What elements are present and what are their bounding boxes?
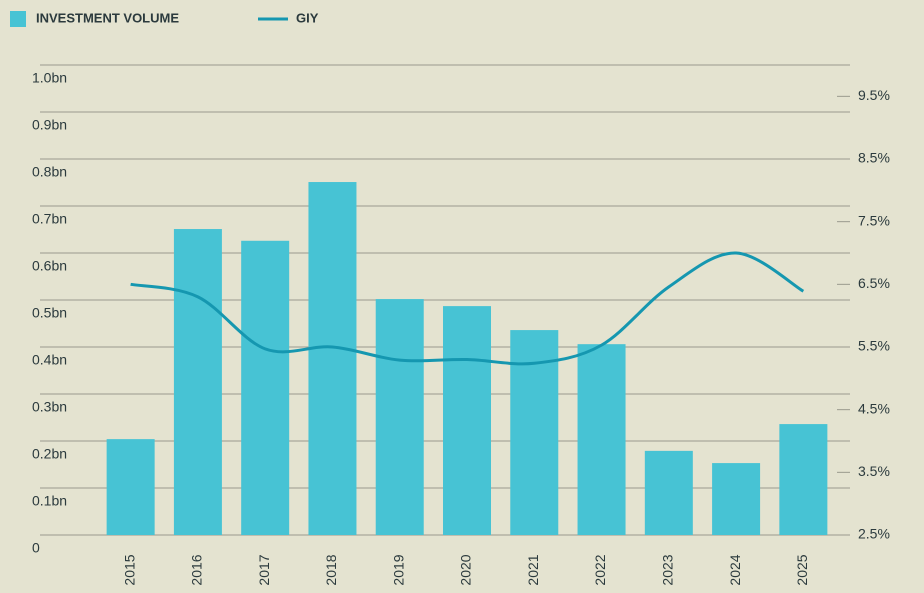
y-tick-label: 0.1bn xyxy=(32,493,67,509)
x-tick-label: 2015 xyxy=(121,554,137,585)
y-tick-label: 1.0bn xyxy=(32,70,67,86)
y2-tick-label: 6.5% xyxy=(858,275,890,291)
x-tick-label: 2016 xyxy=(189,554,205,585)
y-tick-label: 0.2bn xyxy=(32,446,67,462)
bar xyxy=(443,306,491,535)
legend-label: GIY xyxy=(296,10,319,25)
x-tick-label: 2020 xyxy=(458,554,474,585)
bar xyxy=(308,182,357,535)
legend-label: INVESTMENT VOLUME xyxy=(36,10,179,25)
line xyxy=(130,251,805,366)
y-tick-label: 0.6bn xyxy=(32,258,67,274)
bar xyxy=(644,450,693,535)
y2-tick-label: 3.5% xyxy=(858,463,890,479)
y2-tick-label: 5.5% xyxy=(858,338,890,354)
y-tick-label: 0.8bn xyxy=(32,164,67,180)
y-tick-label: 0.3bn xyxy=(32,399,67,415)
x-tick-label: 2019 xyxy=(390,554,406,585)
y-tick-label: 0.7bn xyxy=(32,211,67,227)
x-tick-label: 2018 xyxy=(323,554,339,585)
y-tick-label: 0.9bn xyxy=(32,117,67,133)
x-tick-label: 2017 xyxy=(256,554,272,585)
bar xyxy=(577,344,626,535)
y-tick-label: 0.5bn xyxy=(32,305,67,321)
y2-tick-label: 9.5% xyxy=(858,87,890,103)
bar xyxy=(375,299,424,535)
y2-tick-label: 7.5% xyxy=(858,212,890,228)
bar xyxy=(173,229,222,535)
legend-swatch xyxy=(10,11,26,27)
y-tick-label: 0 xyxy=(32,540,40,556)
x-tick-label: 2025 xyxy=(794,554,810,585)
bar xyxy=(106,439,155,535)
y2-tick-label: 2.5% xyxy=(858,526,890,542)
bar xyxy=(779,424,828,535)
x-tick-label: 2024 xyxy=(727,554,743,585)
y2-tick-label: 8.5% xyxy=(858,150,890,166)
y-tick-label: 0.4bn xyxy=(32,352,67,368)
x-tick-label: 2021 xyxy=(525,554,541,585)
x-tick-label: 2023 xyxy=(660,554,676,585)
bar xyxy=(712,463,761,535)
bar xyxy=(241,240,290,535)
x-tick-label: 2022 xyxy=(592,554,608,585)
y2-tick-label: 4.5% xyxy=(858,400,890,416)
